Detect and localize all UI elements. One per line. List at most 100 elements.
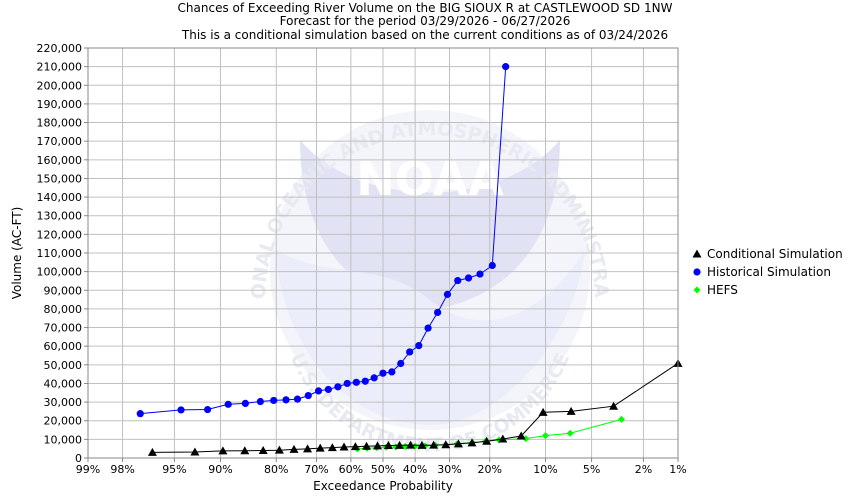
data-point-historical-simulation: [443, 290, 452, 298]
x-axis-label: Exceedance Probability: [313, 479, 453, 493]
y-tick-label: 140,000: [37, 191, 83, 204]
y-tick-label: 170,000: [37, 135, 83, 148]
series-historical-simulation: [136, 63, 510, 418]
y-tick-label: 30,000: [44, 396, 83, 409]
data-point-historical-simulation: [379, 369, 387, 377]
data-point-historical-simulation: [334, 383, 342, 391]
x-tick-label: 50%: [371, 463, 395, 476]
series-group: [136, 63, 683, 456]
chart-title-line-2: Forecast for the period 03/29/2026 - 06/…: [280, 14, 571, 28]
x-tick-label: 10%: [533, 463, 557, 476]
y-tick-label: 190,000: [37, 98, 83, 111]
x-tick-label: 60%: [339, 463, 363, 476]
data-point-conditional-simulation: [190, 447, 200, 456]
x-tick-label: 5%: [583, 463, 600, 476]
data-point-historical-simulation: [324, 385, 332, 394]
data-point-conditional-simulation: [218, 446, 228, 455]
data-point-historical-simulation: [270, 396, 278, 405]
data-point-conditional-simulation: [482, 436, 492, 445]
data-point-conditional-simulation: [441, 440, 451, 449]
legend-label-hefs: HEFS: [707, 283, 738, 297]
chart-title-line-3: This is a conditional simulation based o…: [181, 28, 668, 42]
data-point-conditional-simulation: [240, 446, 250, 455]
data-point-historical-simulation: [343, 379, 351, 388]
x-tick-label: 1%: [669, 463, 686, 476]
data-point-historical-simulation: [397, 359, 405, 368]
data-point-historical-simulation: [434, 308, 442, 317]
data-point-historical-simulation: [370, 374, 378, 382]
noaa-logo-disc: [270, 110, 590, 430]
legend-label-historical-simulation: Historical Simulation: [707, 265, 831, 279]
data-point-conditional-simulation: [394, 440, 404, 449]
data-point-historical-simulation: [256, 397, 264, 406]
data-point-conditional-simulation: [362, 441, 372, 450]
y-axis-ticks: 0 10,000 20,000 30,000 40,000 50,000 60,000 70,…: [37, 42, 88, 465]
legend-marker-conditional-simulation: [692, 249, 702, 258]
data-point-conditional-simulation: [516, 431, 526, 440]
y-tick-label: 150,000: [37, 172, 83, 185]
data-point-historical-simulation: [388, 368, 396, 376]
data-point-historical-simulation: [424, 324, 432, 332]
data-point-conditional-simulation: [327, 443, 337, 452]
data-point-historical-simulation: [304, 391, 312, 400]
x-tick-label: 80%: [264, 463, 288, 476]
data-point-conditional-simulation: [406, 440, 416, 449]
data-point-conditional-simulation: [429, 440, 439, 449]
x-tick-label: 40%: [403, 463, 427, 476]
y-tick-label: 20,000: [44, 415, 83, 428]
data-point-conditional-simulation: [147, 447, 157, 456]
data-point-hefs: [566, 429, 574, 437]
y-tick-label: 220,000: [37, 42, 83, 55]
y-axis-label: Volume (AC-FT): [10, 207, 24, 300]
data-point-historical-simulation: [136, 410, 144, 418]
data-point-conditional-simulation: [467, 438, 477, 447]
data-point-historical-simulation: [454, 276, 462, 285]
data-point-historical-simulation: [352, 378, 360, 386]
data-point-hefs: [618, 415, 626, 423]
x-tick-label: 20%: [477, 463, 501, 476]
y-tick-label: 120,000: [37, 228, 83, 241]
data-point-conditional-simulation: [609, 401, 619, 410]
x-tick-label: 99%: [76, 463, 100, 476]
data-point-conditional-simulation: [538, 407, 548, 416]
y-tick-label: 40,000: [44, 377, 83, 390]
y-tick-label: 100,000: [37, 266, 83, 279]
data-point-historical-simulation: [203, 405, 212, 414]
legend-item-hefs: HEFS: [693, 283, 738, 297]
data-point-hefs: [542, 432, 550, 440]
data-point-historical-simulation: [293, 395, 302, 403]
y-tick-label: 110,000: [37, 247, 83, 260]
data-point-conditional-simulation: [350, 442, 360, 451]
data-point-conditional-simulation: [417, 440, 427, 449]
data-point-historical-simulation: [361, 377, 369, 385]
data-point-conditional-simulation: [498, 434, 508, 443]
y-tick-label: 200,000: [37, 79, 83, 92]
legend-item-historical-simulation: Historical Simulation: [693, 265, 831, 279]
legend-item-conditional-simulation: Conditional Simulation: [692, 247, 843, 261]
data-point-historical-simulation: [406, 348, 414, 356]
data-point-historical-simulation: [415, 342, 423, 350]
data-point-conditional-simulation: [453, 439, 463, 448]
data-point-historical-simulation: [464, 274, 473, 282]
data-point-historical-simulation: [502, 63, 510, 71]
y-tick-label: 130,000: [37, 210, 83, 223]
noaa-logo-wave: [275, 250, 585, 425]
y-tick-label: 70,000: [44, 322, 83, 335]
y-tick-label: 80,000: [44, 303, 83, 316]
legend-label-conditional-simulation: Conditional Simulation: [707, 247, 843, 261]
data-point-historical-simulation: [177, 406, 185, 414]
y-tick-label: 60,000: [44, 340, 83, 353]
y-tick-label: 160,000: [37, 154, 83, 167]
y-tick-label: 180,000: [37, 117, 83, 130]
legend-marker-hefs: [693, 286, 701, 294]
legend: Conditional Simulation Historical Simulat…: [692, 247, 843, 297]
legend-marker-historical-simulation: [693, 268, 701, 276]
data-point-conditional-simulation: [339, 442, 349, 451]
data-point-conditional-simulation: [289, 444, 299, 453]
x-tick-label: 98%: [110, 463, 134, 476]
y-tick-label: 90,000: [44, 284, 83, 297]
x-tick-label: 70%: [304, 463, 328, 476]
x-tick-label: 95%: [162, 463, 186, 476]
series-conditional-simulation: [147, 358, 683, 456]
data-point-historical-simulation: [224, 400, 232, 408]
